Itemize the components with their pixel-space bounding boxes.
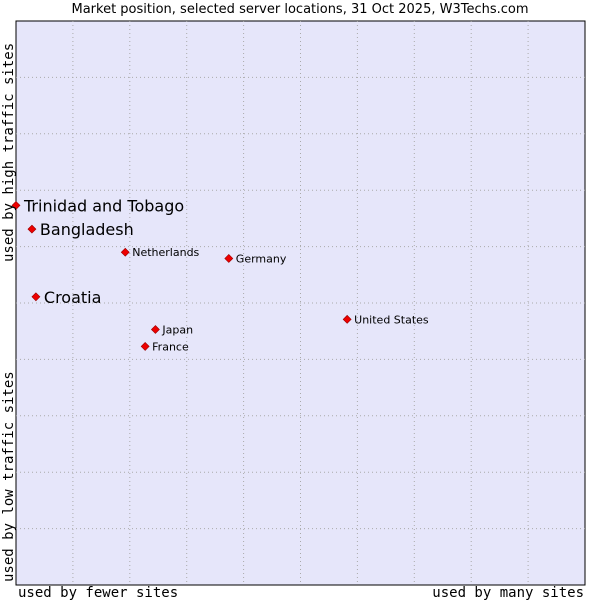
point-label-croatia: Croatia [44, 288, 102, 307]
point-trinidad-and-tobago [11, 201, 21, 210]
point-france [140, 342, 150, 351]
x-axis-label-right: used by many sites [432, 585, 584, 600]
point-label-germany: Germany [236, 252, 287, 265]
point-bangladesh [27, 224, 37, 234]
gridlines [16, 21, 585, 585]
point-japan [150, 325, 160, 334]
point-netherlands [120, 247, 130, 257]
y-axis-label-top: used by high traffic sites [1, 43, 17, 262]
chart-title: Market position, selected server locatio… [71, 2, 529, 17]
point-united-states [342, 314, 352, 324]
point-label-trinidad-and-tobago: Trinidad and Tobago [23, 196, 184, 215]
data-points [11, 201, 352, 351]
y-axis-label-bottom: used by low traffic sites [1, 371, 17, 582]
point-label-netherlands: Netherlands [132, 246, 199, 259]
x-axis-label-left: used by fewer sites [18, 585, 178, 600]
point-label-japan: Japan [161, 324, 193, 337]
point-croatia [31, 292, 41, 302]
point-label-france: France [152, 340, 189, 353]
point-germany [224, 254, 234, 263]
point-label-bangladesh: Bangladesh [40, 220, 134, 239]
point-label-united-states: United States [354, 313, 429, 326]
data-labels: Trinidad and Tobago Bangladesh Netherlands… [23, 196, 429, 353]
